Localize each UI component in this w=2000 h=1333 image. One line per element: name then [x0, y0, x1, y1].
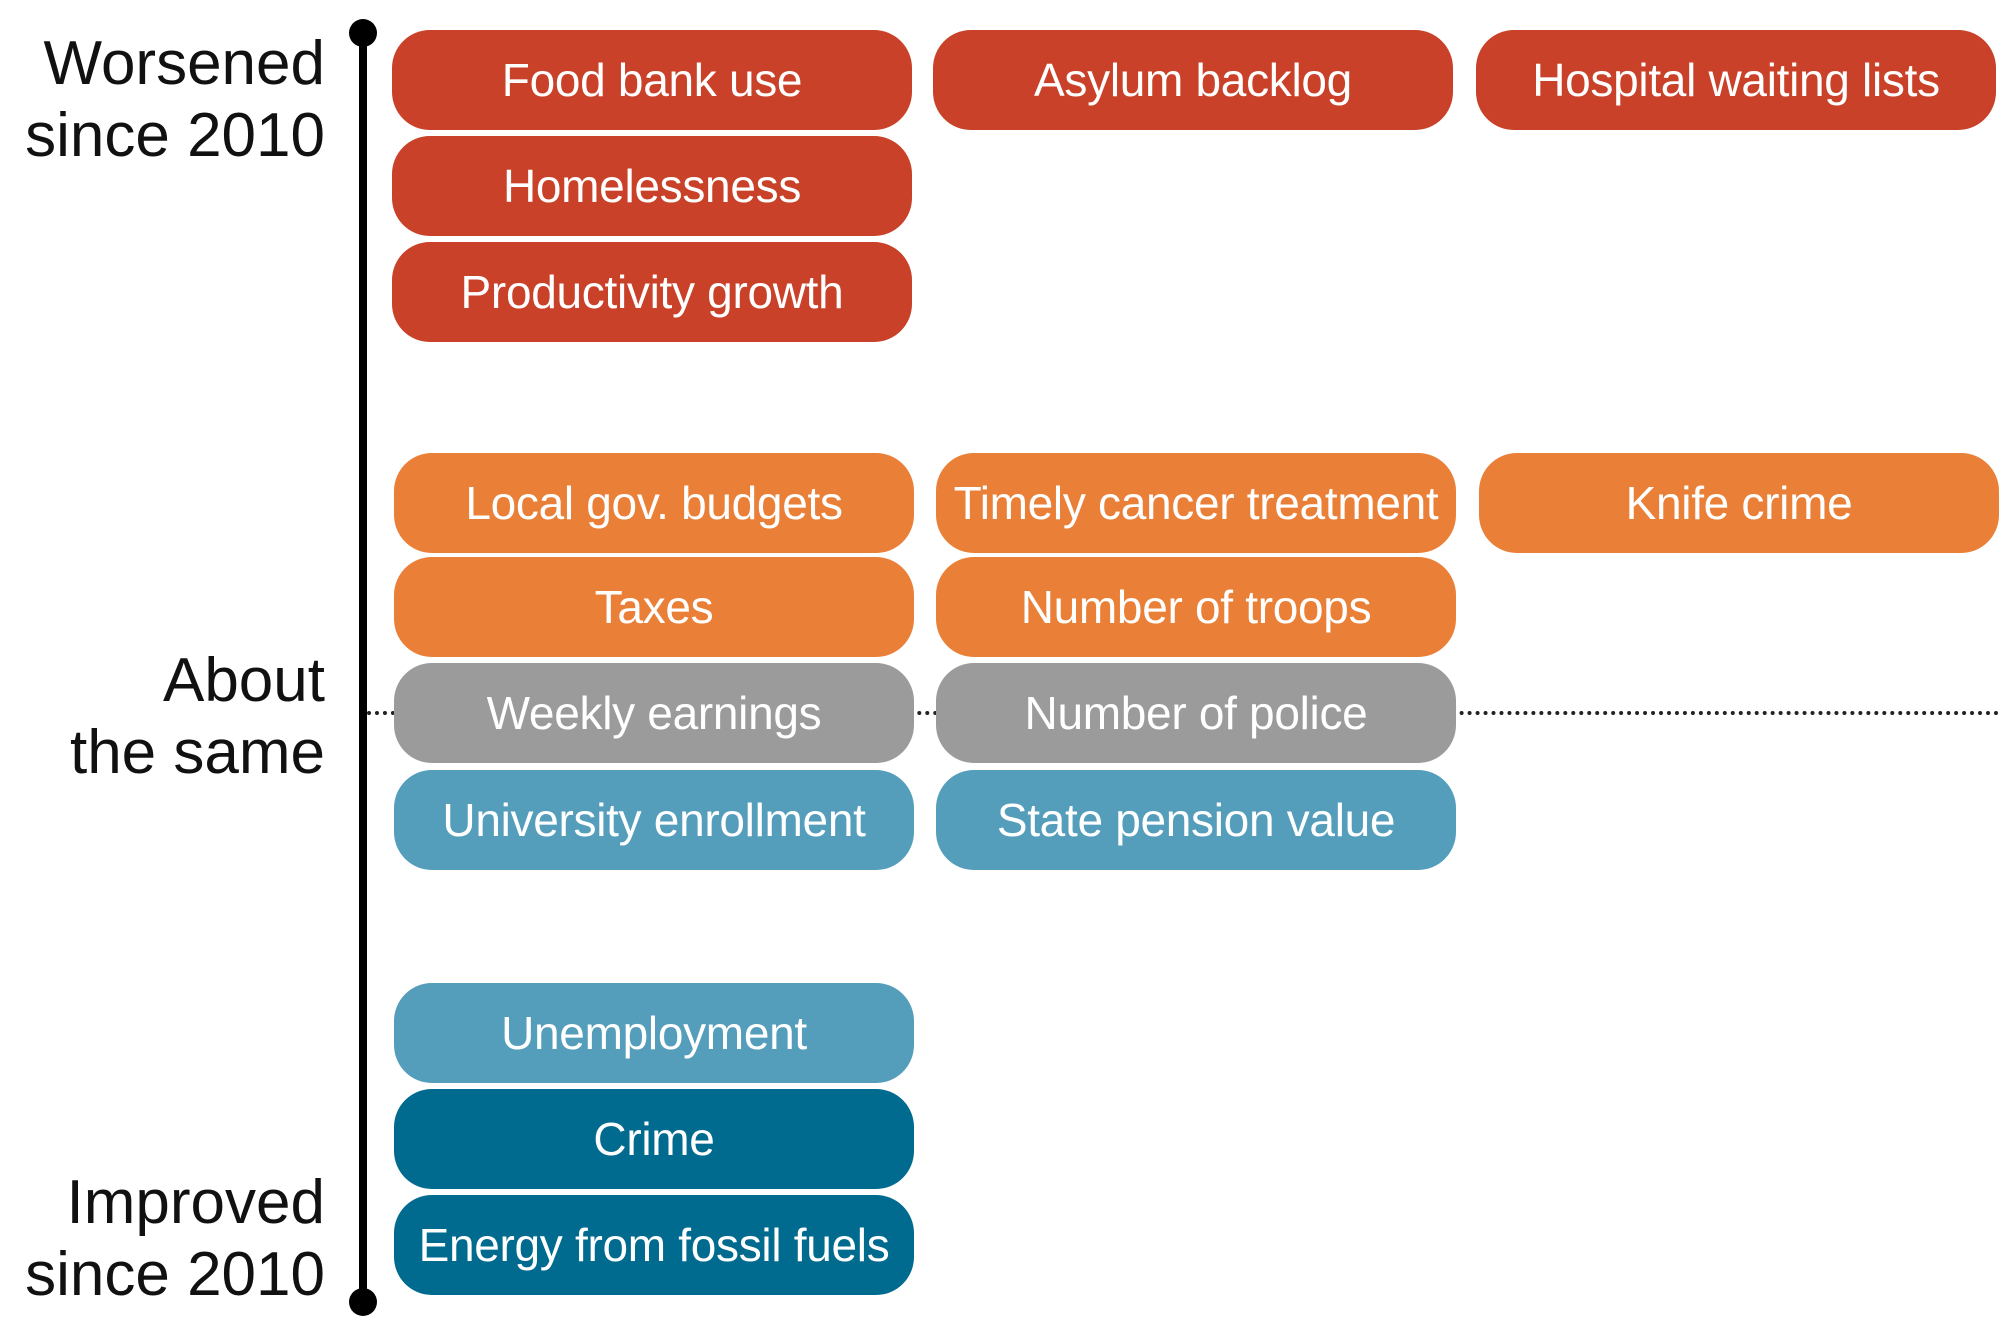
pill-food-bank-use: Food bank use	[392, 30, 912, 130]
pill-taxes: Taxes	[394, 557, 914, 657]
pill-energy-from-fossil-fuels: Energy from fossil fuels	[394, 1195, 914, 1295]
pill-hospital-waiting-lists: Hospital waiting lists	[1476, 30, 1996, 130]
pill-homelessness: Homelessness	[392, 136, 912, 236]
axis-label-same: About the same	[70, 645, 325, 789]
pill-knife-crime: Knife crime	[1479, 453, 1999, 553]
pill-number-of-troops: Number of troops	[936, 557, 1456, 657]
axis-label-worsened-line2: since 2010	[25, 101, 325, 170]
axis-top-dot	[349, 19, 377, 47]
axis-label-same-line1: About	[162, 646, 325, 715]
axis-bottom-dot	[349, 1288, 377, 1316]
axis-label-improved-line2: since 2010	[25, 1240, 325, 1309]
axis-label-improved: Improved since 2010	[25, 1167, 325, 1311]
pill-weekly-earnings: Weekly earnings	[394, 663, 914, 763]
axis-label-improved-line1: Improved	[66, 1168, 325, 1237]
pill-state-pension-value: State pension value	[936, 770, 1456, 870]
pill-productivity-growth: Productivity growth	[392, 242, 912, 342]
axis-label-worsened: Worsened since 2010	[25, 28, 325, 172]
vertical-axis-line	[359, 32, 367, 1302]
pill-local-gov-budgets: Local gov. budgets	[394, 453, 914, 553]
axis-label-same-line2: the same	[69, 718, 325, 787]
pill-asylum-backlog: Asylum backlog	[933, 30, 1453, 130]
pill-university-enrollment: University enrollment	[394, 770, 914, 870]
pill-crime: Crime	[394, 1089, 914, 1189]
axis-label-worsened-line1: Worsened	[43, 29, 325, 98]
pill-unemployment: Unemployment	[394, 983, 914, 1083]
pill-timely-cancer-treatment: Timely cancer treatment	[936, 453, 1456, 553]
pill-number-of-police: Number of police	[936, 663, 1456, 763]
